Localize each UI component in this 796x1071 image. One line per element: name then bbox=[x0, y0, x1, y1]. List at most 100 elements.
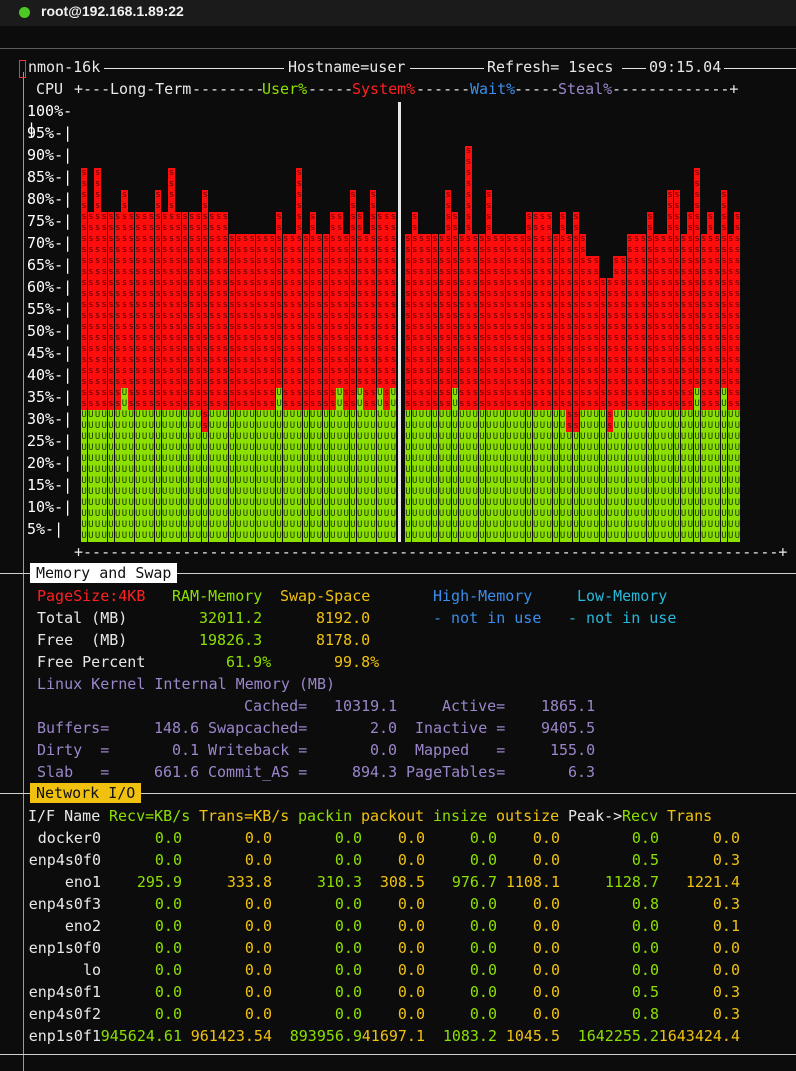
user-segment: U U U U U U U U U U U U U U U U bbox=[94, 410, 101, 542]
net-recv: 0.0 bbox=[154, 917, 182, 935]
user-segment: U U U U U U U U U U U U U U U U bbox=[411, 410, 418, 542]
header-rule bbox=[410, 68, 484, 69]
user-segment: U U U U U U U U U U U U U U U U bbox=[329, 410, 336, 542]
y-tick-label: 30%-| bbox=[27, 410, 73, 428]
swapcached-label: Swapcached= bbox=[208, 719, 308, 737]
system-segment: s s s s s s s s s s s s s s s s s s s s … bbox=[87, 212, 94, 410]
system-segment: s s s s s s s s s s s s s s s s s s s s … bbox=[201, 190, 209, 432]
net-peak-recv: 0.5 bbox=[631, 851, 659, 869]
interface-name: lo bbox=[82, 961, 101, 979]
cpu-bar: U U U U U U U U U U U U U U U Us s s s s… bbox=[383, 212, 390, 542]
system-segment: s s s s s s s s s s s s s s s s s s s s … bbox=[693, 168, 701, 388]
net-trans: 0.0 bbox=[244, 851, 272, 869]
user-segment: U U U U U U U U U U U U U U U U bbox=[586, 410, 593, 542]
cpu-bar: U U U U U U U U U U U U U U U Us s s s s… bbox=[309, 212, 316, 542]
net-insize: 0.0 bbox=[469, 961, 497, 979]
user-segment: U U U U U U U U U U U U U U U U bbox=[195, 410, 202, 542]
high-memory-header: High-Memory bbox=[433, 587, 533, 605]
system-segment: s s s s s s s s s s s s s s s s s s s s … bbox=[181, 212, 189, 410]
net-trans: 0.0 bbox=[244, 829, 272, 847]
user-segment: U U U U U U U U U U U U U U U U bbox=[255, 410, 262, 542]
buffers-label: Buffers= bbox=[37, 719, 110, 737]
user-segment: U U U U U U U U U U U U U U U U bbox=[141, 410, 148, 542]
system-segment: s s s s s s s s s s s s s s s s s s s s … bbox=[505, 234, 512, 410]
net-peak-trans: 0.1 bbox=[712, 917, 740, 935]
low-memory-status: - not in use bbox=[568, 609, 677, 627]
system-segment: s s s s s s s s s s s s s s s s s s s s … bbox=[458, 234, 465, 410]
cpu-bar: U U U U U U U U U U U U U U U Us s s s s… bbox=[302, 234, 310, 542]
user-segment: U U U U U U U U U U U U U U U U bbox=[720, 388, 728, 542]
cpu-rule: ----- bbox=[514, 80, 560, 98]
system-segment: s s s s s s s s s s s s s s s s s s s s … bbox=[390, 212, 397, 388]
cpu-bar: U U U U U U U U U U U U U U U Us s s s s… bbox=[322, 234, 330, 542]
cpu-bar: U U U U U U U U U U U U U U U Us s s s s… bbox=[329, 212, 336, 542]
user-segment: U U U U U U U U U U U U U U U U bbox=[451, 388, 459, 542]
inactive-label: Inactive = bbox=[415, 719, 506, 737]
system-segment: s s s s s s s s s s s s s s s s s s s s … bbox=[620, 256, 627, 410]
user-segment: U U U U U U U U U U U U U U U U bbox=[552, 410, 559, 542]
net-peak-trans: 1221.4 bbox=[685, 873, 740, 891]
user-segment: U U U U U U U U U U U U U U U U bbox=[161, 410, 168, 542]
user-segment: U U U U U U U U U U U U U U U U bbox=[262, 410, 269, 542]
user-segment: U U U U U U U U U U U U U U U U bbox=[418, 410, 425, 542]
cpu-bar: U U U U U U U U U U U U U U U Us s s s s… bbox=[282, 234, 289, 542]
cpu-label: CPU bbox=[36, 80, 64, 98]
user-segment: U U U U U U U U U U U U U U U U bbox=[269, 410, 276, 542]
ram-memory-header: RAM-Memory bbox=[172, 587, 263, 605]
system-segment: s s s s s s s s s s s s s s s s s s s s … bbox=[445, 190, 452, 410]
cpu-bar: U U U U U U U U U U U U U U U Us s s s s… bbox=[215, 212, 222, 542]
net-peak-trans: 0.0 bbox=[712, 829, 740, 847]
system-segment: s s s s s s s s s s s s s s s s s s s s … bbox=[626, 234, 633, 410]
cpu-bar: U U U U U U U U U U U U U U U Us s s s s… bbox=[87, 212, 94, 542]
y-tick-label: 45%-| bbox=[27, 344, 73, 362]
net-peak-trans: 0.0 bbox=[712, 961, 740, 979]
header-rule bbox=[622, 68, 646, 69]
cpu-bar: U U U U U U U U U U U U U U U Us s s s s… bbox=[101, 212, 108, 542]
system-segment: s s s s s s s s s s s s s s s s s s s s … bbox=[667, 190, 674, 410]
y-tick-label: 10%-| bbox=[27, 498, 73, 516]
col-insize: insize bbox=[433, 807, 488, 825]
net-recv: 0.0 bbox=[154, 939, 182, 957]
system-segment: s s s s s s s s s s s s s s s s s s s s … bbox=[606, 278, 613, 432]
cpu-bar: U U U U U U U U U U U U U U U Us s s s s… bbox=[727, 234, 734, 542]
y-tick-label: 20%-| bbox=[27, 454, 73, 472]
system-segment: s s s s s s s s s s s s s s s s s s s s … bbox=[700, 234, 707, 410]
cpu-bar: U U U U U U U U U U U U U U U Us s s s s… bbox=[458, 234, 465, 542]
net-packout: 0.0 bbox=[397, 983, 425, 1001]
cpu-bar: U U U U U U U U U U U U U U U Us s s s s… bbox=[620, 256, 627, 542]
user-segment: U U U U U U U U U U U U U U U U bbox=[336, 388, 343, 542]
net-outsize: 0.0 bbox=[532, 829, 560, 847]
user-segment: U U U U U U U U U U U U U U U U bbox=[249, 410, 256, 542]
col-outsize: outsize bbox=[496, 807, 560, 825]
system-segment: s s s s s s s s s s s s s s s s s s s s … bbox=[512, 234, 519, 410]
user-segment: U U U U U U U U U U U U U U U U bbox=[154, 410, 162, 542]
net-peak-recv: 1642255.2 bbox=[577, 1027, 659, 1045]
net-packout: 0.0 bbox=[397, 851, 425, 869]
net-trans: 333.8 bbox=[226, 873, 272, 891]
system-segment: s s s s s s s s s s s s s s s s s s s s … bbox=[552, 234, 559, 410]
net-insize: 976.7 bbox=[451, 873, 497, 891]
cpu-bar: U U U U U U U U U U U U U U U Us s s s s… bbox=[154, 190, 162, 542]
net-packin: 0.0 bbox=[334, 851, 362, 869]
system-segment: s s s s s s s s s s s s s s s s s s s s … bbox=[485, 190, 492, 410]
user-segment: U U U U U U U U U U U U U U U U bbox=[235, 410, 242, 542]
user-segment: U U U U U U U U U U U U U U U U bbox=[114, 410, 121, 542]
interface-name: eno1 bbox=[64, 873, 101, 891]
cpu-bar: U U U U U U U U U U U U U U U Us s s s s… bbox=[175, 212, 182, 542]
cpu-bar: U U U U U U U U U U U U U U U Us s s s s… bbox=[222, 212, 229, 542]
user-segment: U U U U U U U U U U U U U U U U bbox=[222, 410, 229, 542]
system-segment: s s s s s s s s s s s s s s s s s s s s … bbox=[727, 234, 734, 410]
cpu-bar: U U U U U U U U U U U U U U U Us s s s s… bbox=[640, 234, 647, 542]
user-segment: U U U U U U U U U U U U U U U U bbox=[579, 410, 586, 542]
user-segment: U U U U U U U U U U U U U U U U bbox=[458, 410, 465, 542]
cpu-bar: U U U U U U U U U U U U U U U Us s s s s… bbox=[255, 234, 262, 542]
refresh-rate: Refresh= 1secs bbox=[487, 58, 614, 76]
system-segment: s s s s s s s s s s s s s s s s s s s s … bbox=[370, 190, 377, 410]
col-trans: Trans=KB/s bbox=[199, 807, 290, 825]
cpu-bar: U U U U U U U U U U U U U U U Us s s s s… bbox=[208, 212, 215, 542]
cpu-bar: U U U U U U U U U U U U U U U Us s s s s… bbox=[499, 234, 506, 542]
user-segment: U U U U U U U U U U U U U U U U bbox=[275, 388, 283, 542]
system-segment: s s s s s s s s s s s s s s s s s s s s … bbox=[404, 234, 412, 410]
system-segment: s s s s s s s s s s s s s s s s s s s s … bbox=[673, 190, 680, 410]
y-tick-label: 65%-| bbox=[27, 256, 73, 274]
